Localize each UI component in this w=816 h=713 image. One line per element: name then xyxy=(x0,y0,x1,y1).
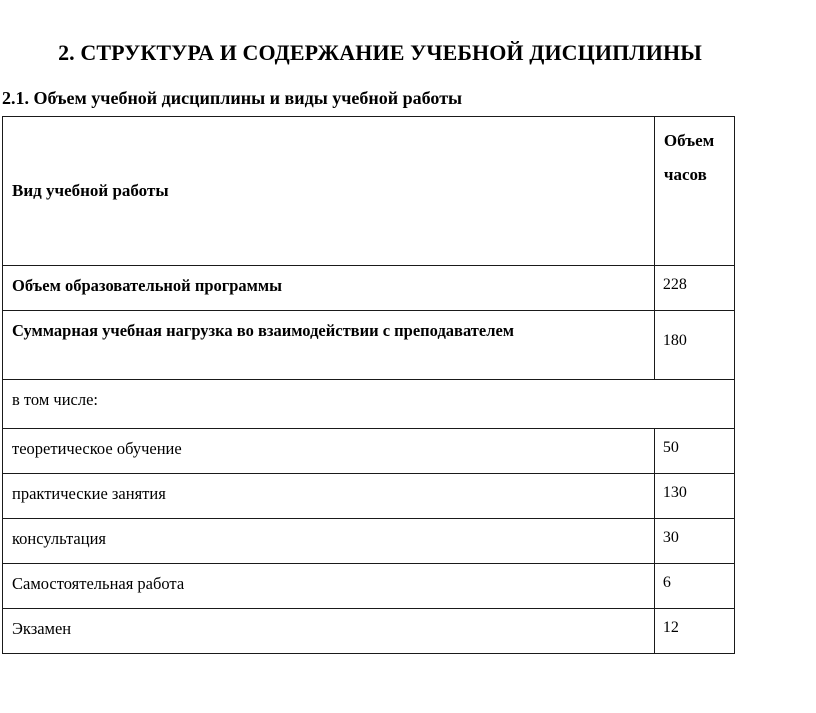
study-workload-table: Вид учебной работы Объем часов Объем обр… xyxy=(2,116,736,654)
row-value-text: 228 xyxy=(662,276,687,293)
row-label-text: практические занятия xyxy=(12,484,166,503)
row-value-cell: 12 xyxy=(653,608,736,654)
row-label-text: Самостоятельная работа xyxy=(12,574,185,593)
row-label-cell: теоретическое обучение xyxy=(2,428,655,474)
row-label-text: теоретическое обучение xyxy=(12,439,182,458)
row-label-text: консультация xyxy=(12,529,107,548)
header-cell-value: Объем часов xyxy=(653,116,736,266)
row-value-text: 6 xyxy=(662,574,671,591)
row-label-text: Экзамен xyxy=(12,619,72,638)
table-body: Вид учебной работы Объем часов Объем обр… xyxy=(2,116,736,654)
table-row: теоретическое обучение 50 xyxy=(2,428,736,474)
row-label-cell: Экзамен xyxy=(2,608,655,654)
table-header-row: Вид учебной работы Объем часов xyxy=(2,116,736,266)
row-value-cell: 30 xyxy=(653,518,736,564)
table-row: Суммарная учебная нагрузка во взаимодейс… xyxy=(2,310,736,380)
row-value-text: 180 xyxy=(662,332,687,349)
table-row: в том числе: xyxy=(2,379,735,429)
header-label-text: Вид учебной работы xyxy=(12,181,169,201)
row-value-cell: 180 xyxy=(653,310,736,380)
row-label-text: Суммарная учебная нагрузка во взаимодейс… xyxy=(12,321,515,340)
row-label-text: в том числе: xyxy=(12,390,99,409)
row-label-cell-merged: в том числе: xyxy=(2,379,735,429)
row-value-cell: 228 xyxy=(653,265,736,311)
header-value-text: Объем часов xyxy=(663,131,715,184)
row-value-cell: 130 xyxy=(653,473,736,519)
row-value-text: 12 xyxy=(662,619,679,636)
header-cell-label: Вид учебной работы xyxy=(2,116,655,266)
table-row: Экзамен 12 xyxy=(2,608,736,654)
row-label-text: Объем образовательной программы xyxy=(12,276,283,295)
table-row: Самостоятельная работа 6 xyxy=(2,563,736,609)
row-value-cell: 50 xyxy=(653,428,736,474)
row-value-text: 30 xyxy=(662,529,679,546)
table-row: Объем образовательной программы 228 xyxy=(2,265,736,311)
row-label-cell: практические занятия xyxy=(2,473,655,519)
row-label-cell: Суммарная учебная нагрузка во взаимодейс… xyxy=(2,310,655,380)
page-title: 2. СТРУКТУРА И СОДЕРЖАНИЕ УЧЕБНОЙ ДИСЦИП… xyxy=(58,40,702,65)
section-subtitle: 2.1. Объем учебной дисциплины и виды уче… xyxy=(2,88,463,108)
row-label-cell: Объем образовательной программы xyxy=(2,265,655,311)
row-label-cell: консультация xyxy=(2,518,655,564)
row-value-text: 50 xyxy=(662,439,679,456)
table-row: практические занятия 130 xyxy=(2,473,736,519)
table-row: консультация 30 xyxy=(2,518,736,564)
row-value-cell: 6 xyxy=(653,563,736,609)
row-value-text: 130 xyxy=(662,484,687,501)
row-label-cell: Самостоятельная работа xyxy=(2,563,655,609)
